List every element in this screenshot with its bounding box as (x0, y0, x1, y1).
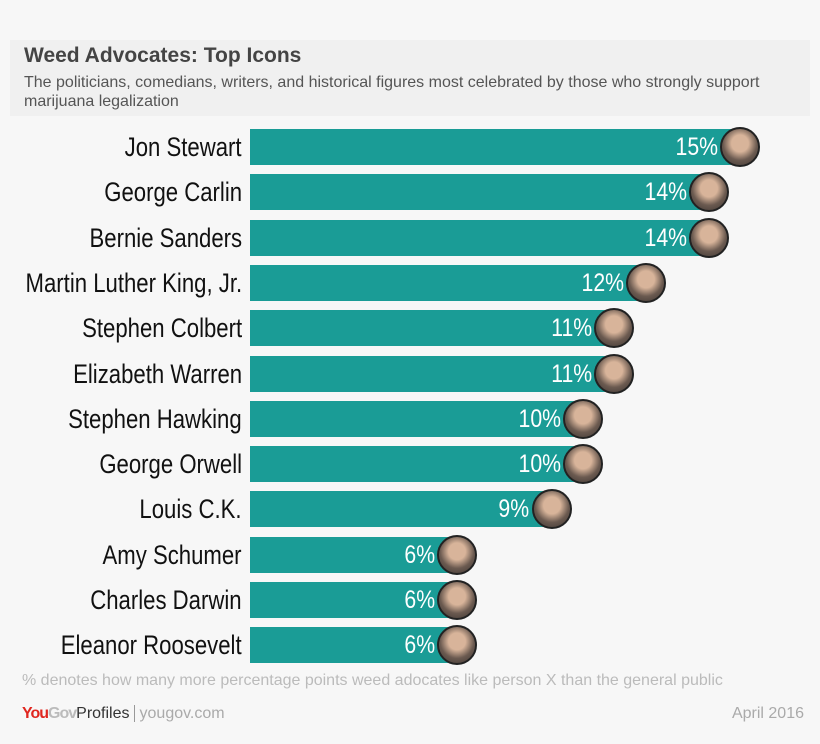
bar (250, 355, 615, 392)
category-label: Amy Schumer (102, 539, 242, 570)
avatar-image (563, 444, 603, 485)
category-label: Stephen Hawking (68, 403, 242, 434)
bar (250, 129, 740, 165)
chart-title: Weed Advocates: Top Icons (24, 44, 302, 67)
category-label: George Carlin (104, 177, 242, 208)
value-label: 6% (404, 586, 436, 614)
bar (250, 536, 458, 573)
value-label: 6% (404, 540, 436, 569)
site-link[interactable]: yougov.com (133, 705, 225, 722)
value-label: 12% (581, 268, 624, 297)
brand-gov: Gov (48, 705, 77, 722)
value-label: 6% (404, 631, 436, 660)
chart-date: April 2016 (731, 705, 804, 722)
avatar-image (437, 625, 478, 666)
category-label: Charles Darwin (90, 585, 242, 615)
value-label: 11% (551, 359, 593, 388)
category-label: Martin Luther King, Jr. (25, 267, 242, 298)
category-label: Eleanor Roosevelt (61, 630, 242, 661)
chart-note: % denotes how many more percentage point… (22, 672, 723, 689)
avatar-image (437, 534, 478, 575)
bar (250, 310, 615, 347)
bar (250, 582, 458, 618)
avatar-image (531, 489, 572, 530)
brand-you: You (22, 705, 49, 722)
category-label: Stephen Colbert (81, 313, 242, 344)
bar (250, 174, 709, 211)
bar (250, 264, 646, 301)
avatar-image (594, 353, 635, 394)
bar-chart: Jon Stewart 15% George Carlin 14% Bernie San… (0, 120, 820, 666)
avatar-image (625, 262, 666, 303)
category-label: George Orwell (99, 449, 242, 480)
value-label: 14% (644, 223, 687, 252)
category-label: Bernie Sanders (89, 222, 242, 253)
bar (250, 400, 583, 437)
bar (250, 219, 709, 256)
avatar-image (688, 217, 729, 258)
avatar-image (563, 398, 603, 439)
bar (250, 491, 552, 528)
category-label: Louis C.K. (139, 494, 242, 525)
bar (250, 627, 458, 664)
value-label: 10% (518, 450, 561, 479)
value-label: 14% (644, 178, 687, 207)
category-label: Jon Stewart (125, 132, 242, 162)
category-label: Elizabeth Warren (73, 358, 242, 389)
avatar-image (437, 580, 478, 620)
brand-profiles: Profiles (76, 705, 130, 722)
avatar-image (720, 127, 760, 167)
value-label: 15% (675, 133, 718, 161)
footer-brand: YouGovProfiles yougov.com (22, 705, 225, 723)
value-label: 9% (498, 495, 530, 524)
value-label: 10% (518, 404, 561, 433)
chart-header: Weed Advocates: Top Icons The politician… (10, 40, 810, 116)
avatar-image (594, 308, 635, 349)
chart-subtitle: The politicians, comedians, writers, and… (24, 74, 760, 110)
avatar-image (688, 172, 729, 213)
value-label: 11% (551, 314, 593, 343)
bar (250, 446, 583, 483)
